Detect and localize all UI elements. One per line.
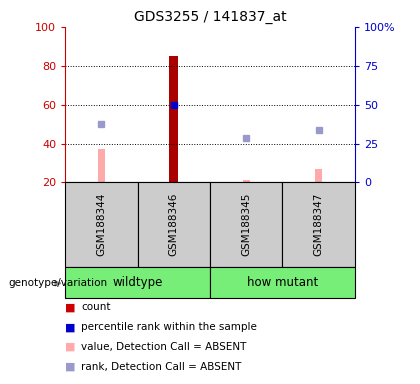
Text: rank, Detection Call = ABSENT: rank, Detection Call = ABSENT bbox=[81, 362, 241, 372]
Text: ■: ■ bbox=[65, 342, 76, 352]
Bar bbox=[65, 182, 138, 267]
Bar bbox=[210, 182, 282, 267]
Bar bbox=[210, 267, 355, 298]
Text: count: count bbox=[81, 302, 110, 312]
Text: GSM188347: GSM188347 bbox=[314, 193, 324, 257]
Text: ■: ■ bbox=[65, 362, 76, 372]
Text: value, Detection Call = ABSENT: value, Detection Call = ABSENT bbox=[81, 342, 247, 352]
Bar bbox=[243, 180, 250, 182]
Text: how mutant: how mutant bbox=[247, 276, 318, 289]
Text: GSM188344: GSM188344 bbox=[96, 193, 106, 257]
Text: GSM188346: GSM188346 bbox=[169, 193, 179, 257]
Text: GDS3255 / 141837_at: GDS3255 / 141837_at bbox=[134, 10, 286, 23]
Text: wildtype: wildtype bbox=[113, 276, 163, 289]
Text: percentile rank within the sample: percentile rank within the sample bbox=[81, 322, 257, 332]
Bar bbox=[65, 267, 210, 298]
Text: genotype/variation: genotype/variation bbox=[8, 278, 108, 288]
Text: ■: ■ bbox=[65, 302, 76, 312]
Text: GSM188345: GSM188345 bbox=[241, 193, 251, 257]
Text: ■: ■ bbox=[65, 322, 76, 332]
Bar bbox=[315, 169, 322, 182]
Bar bbox=[138, 182, 210, 267]
Bar bbox=[98, 149, 105, 182]
Bar bbox=[282, 182, 355, 267]
Bar bbox=[169, 56, 178, 182]
